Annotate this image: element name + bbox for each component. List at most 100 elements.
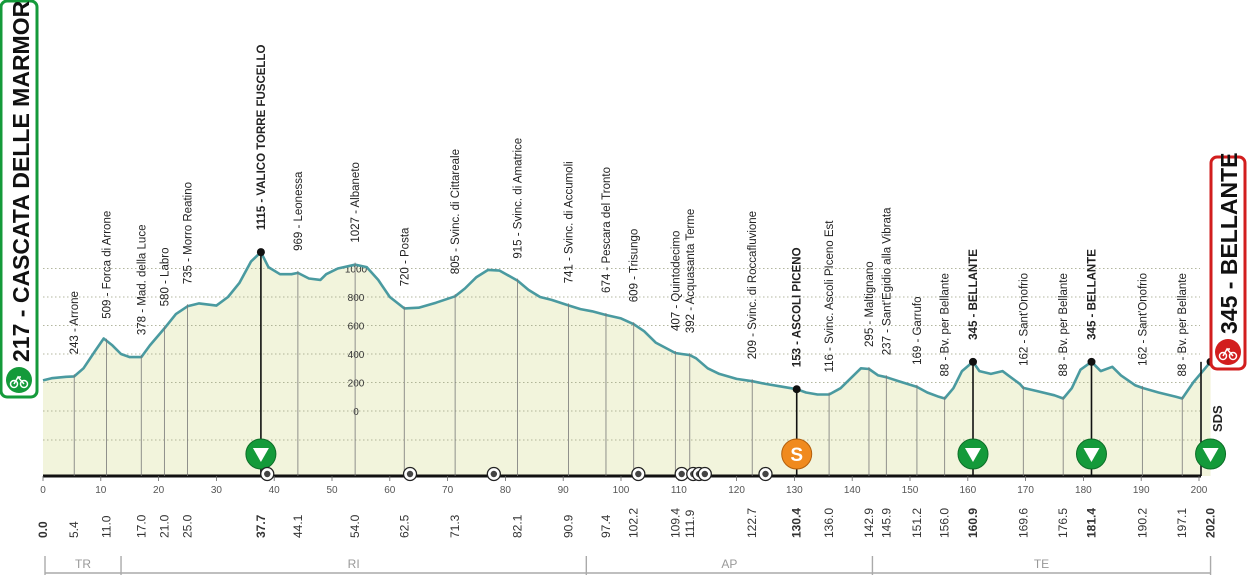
place-name: 345 - BELLANTE — [1086, 249, 1098, 340]
summit-dot — [1087, 357, 1096, 366]
place-name: 1027 - Albaneto — [350, 162, 362, 243]
tunnel-icon-inner — [490, 470, 498, 478]
region-label: RI — [348, 557, 360, 571]
km-distance-label: 44.1 — [291, 514, 305, 538]
region-label: TE — [1034, 557, 1049, 571]
km-distance-label: 156.0 — [938, 508, 952, 538]
km-tick-label: 160 — [959, 485, 976, 496]
km-tick-label: 10 — [95, 485, 107, 496]
alt-tick-label: 0 — [353, 407, 359, 418]
km-tick-label: 150 — [902, 485, 919, 496]
place-name: 243 - Arrone — [69, 291, 81, 354]
place-name: 805 - Svinc. di Cittareale — [450, 149, 462, 274]
km-tick-label: 190 — [1133, 485, 1150, 496]
alt-tick-label: 800 — [348, 293, 365, 304]
km-tick-label: 40 — [269, 485, 281, 496]
place-name: 162 - Sant'Onofrio — [1137, 273, 1149, 366]
place-name: 153 - ASCOLI PICENO — [792, 247, 804, 367]
finish-banner: 345 - BELLANTE SDS — [1209, 153, 1247, 432]
tunnel-icon-inner — [264, 470, 271, 478]
start-banner: 217 - CASCATA DELLE MARMORE — [0, 0, 39, 399]
finish-label: 345 - BELLANTE — [1216, 153, 1242, 335]
km-distance-label: 176.5 — [1056, 508, 1070, 538]
place-name: 392 - Acquasanta Terme — [685, 209, 697, 333]
place-name: 378 - Mad. della Luce — [136, 225, 148, 336]
sprint-marker-label: S — [790, 445, 803, 466]
place-name: 609 - Trisungo — [629, 229, 641, 303]
km-tick-label: 110 — [671, 485, 687, 496]
place-name: 88 - Bv. per Bellante — [1177, 273, 1189, 376]
km-tick-label: 180 — [1075, 485, 1092, 496]
km-tick-label: 30 — [211, 485, 223, 496]
start-label: 217 - CASCATA DELLE MARMORE — [8, 0, 34, 362]
place-name: 345 - BELLANTE — [968, 249, 980, 340]
km-distance-label: 142.9 — [862, 508, 876, 538]
place-name: 720 - Posta — [399, 227, 411, 286]
down-triangle-icon — [965, 448, 982, 462]
place-name: 1115 - VALICO TORRE FUSCELLO — [256, 45, 268, 231]
km-tick-label: 0 — [40, 485, 46, 496]
km-tick-label: 70 — [442, 485, 454, 496]
km-distance-label: 130.4 — [790, 508, 804, 538]
place-name: 407 - Quintodecimo — [670, 231, 682, 331]
km-distance-label: 71.3 — [448, 514, 462, 538]
place-name: 509 - Forca di Arrone — [102, 211, 114, 319]
alt-tick-label: 600 — [348, 322, 365, 333]
km-distance-label: 102.2 — [627, 508, 641, 538]
km-distance-label: 97.4 — [599, 514, 613, 538]
km-distance-label: 202.0 — [1204, 508, 1218, 538]
km-distance-label: 62.5 — [397, 514, 411, 538]
region-label: AP — [721, 557, 737, 571]
sprint-marker-icon — [781, 438, 813, 470]
km-distance-label: 136.0 — [822, 508, 836, 538]
place-name: 88 - Bv. per Bellante — [940, 273, 952, 376]
km-distance-label: 197.1 — [1175, 508, 1189, 538]
km-distance-label: 111.9 — [683, 509, 697, 538]
place-name: 969 - Leonessa — [293, 171, 305, 251]
km-tick-label: 20 — [153, 485, 165, 496]
km-tick-label: 120 — [728, 485, 745, 496]
place-name: 295 - Maltignano — [864, 261, 876, 347]
summit-dot — [256, 248, 265, 257]
alt-tick-label: 400 — [348, 350, 365, 361]
place-name: 237 - Sant'Egidio alla Vibrata — [881, 207, 893, 355]
km-distance-label: 181.4 — [1084, 508, 1098, 538]
km-distance-label: 5.4 — [67, 521, 81, 538]
tunnel-icon-inner — [635, 470, 642, 478]
km-distance-label: 169.6 — [1016, 508, 1030, 538]
km-distance-label: 82.1 — [511, 514, 525, 538]
region-label: TR — [75, 557, 91, 571]
alt-tick-label: 1000 — [345, 265, 368, 276]
place-name: 580 - Labro — [159, 248, 171, 307]
profile-area — [43, 252, 1211, 476]
place-name: 162 - Sant'Onofrio — [1018, 273, 1030, 366]
km-distance-label: 145.9 — [879, 508, 893, 538]
brand-logo: SDS — [1210, 405, 1225, 432]
km-distance-label: 0.0 — [36, 521, 50, 538]
km-distance-label: 11.0 — [100, 515, 114, 538]
down-triangle-icon — [252, 448, 269, 462]
km-tick-label: 90 — [558, 485, 570, 496]
tunnel-icon-inner — [406, 470, 414, 478]
km-tick-label: 140 — [844, 485, 861, 496]
km-tick-label: 80 — [500, 485, 512, 496]
place-name: 169 - Garrufo — [912, 297, 924, 365]
place-name: 116 - Svinc. Ascoli PIceno Est — [824, 220, 836, 373]
km-distance-label: 90.9 — [561, 514, 575, 538]
km-tick-label: 50 — [326, 485, 338, 496]
km-distance-label: 109.4 — [668, 508, 682, 538]
km-tick-label: 170 — [1017, 485, 1034, 496]
km-tick-label: 200 — [1191, 485, 1208, 496]
km-distance-label: 17.0 — [134, 514, 148, 538]
start-cyclist-icon — [6, 367, 32, 393]
summit-dot — [792, 385, 801, 394]
km-distance-label: 160.9 — [966, 508, 980, 538]
place-name: 735 - Morro Reatino — [183, 182, 195, 284]
place-name: 915 - Svinc. di Amatrice — [513, 138, 525, 259]
km-distance-label: 37.7 — [254, 514, 268, 538]
place-name: 209 - Svinc. di Roccafluvione — [747, 211, 759, 359]
tunnel-icon-inner — [762, 470, 769, 478]
finish-cyclist-icon — [1215, 339, 1241, 365]
km-distance-label: 151.2 — [910, 508, 924, 538]
